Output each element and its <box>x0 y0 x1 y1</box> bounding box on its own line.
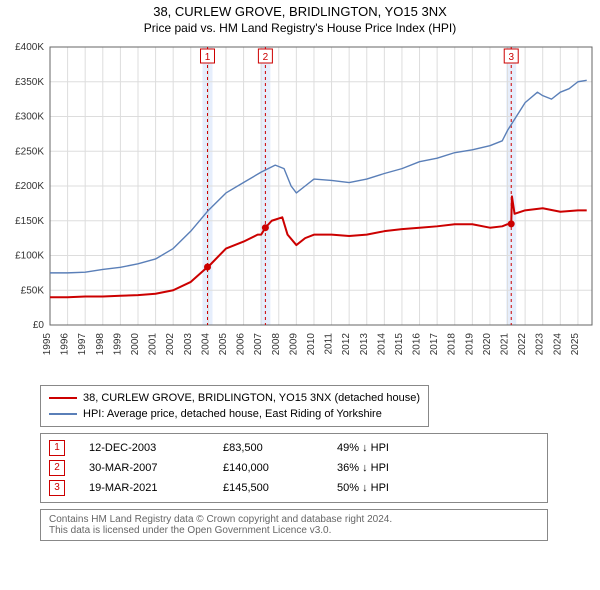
svg-text:2010: 2010 <box>306 333 317 356</box>
svg-text:2004: 2004 <box>200 333 211 356</box>
svg-text:3: 3 <box>508 52 514 63</box>
svg-text:£200K: £200K <box>15 181 44 192</box>
svg-text:1: 1 <box>205 52 211 63</box>
svg-text:£0: £0 <box>33 320 45 331</box>
legend-swatch-property <box>49 397 77 399</box>
legend-swatch-hpi <box>49 413 77 415</box>
svg-text:2023: 2023 <box>535 333 546 356</box>
event-row: 3 19-MAR-2021 £145,500 50% ↓ HPI <box>49 478 539 498</box>
svg-text:1999: 1999 <box>112 333 123 356</box>
price-chart: £0 £50K £100K £150K £200K £250K £300K £350K £400… <box>0 39 600 379</box>
event-price: £145,500 <box>223 478 313 498</box>
svg-text:2017: 2017 <box>429 333 440 356</box>
svg-text:£250K: £250K <box>15 146 44 157</box>
svg-text:2019: 2019 <box>464 333 475 356</box>
chart-container: £0 £50K £100K £150K £200K £250K £300K £350K £400… <box>0 39 600 379</box>
svg-text:2018: 2018 <box>447 333 458 356</box>
svg-text:2014: 2014 <box>376 333 387 356</box>
svg-text:2012: 2012 <box>341 333 352 356</box>
event-delta: 49% ↓ HPI <box>337 438 389 458</box>
svg-text:£350K: £350K <box>15 77 44 88</box>
svg-text:2011: 2011 <box>324 333 335 355</box>
svg-text:2021: 2021 <box>500 333 511 356</box>
event-price: £83,500 <box>223 438 313 458</box>
svg-text:2008: 2008 <box>271 333 282 356</box>
legend: 38, CURLEW GROVE, BRIDLINGTON, YO15 3NX … <box>40 385 429 427</box>
event-date: 30-MAR-2007 <box>89 458 199 478</box>
svg-text:£50K: £50K <box>21 285 45 296</box>
event-date: 19-MAR-2021 <box>89 478 199 498</box>
svg-text:2000: 2000 <box>130 333 141 356</box>
svg-text:1996: 1996 <box>60 333 71 356</box>
svg-text:2006: 2006 <box>236 333 247 356</box>
attribution: Contains HM Land Registry data © Crown c… <box>40 509 548 541</box>
event-marker: 3 <box>49 480 65 496</box>
svg-text:2025: 2025 <box>570 333 581 356</box>
legend-label-hpi: HPI: Average price, detached house, East… <box>83 406 382 422</box>
svg-text:£400K: £400K <box>15 42 44 53</box>
event-marker: 2 <box>49 460 65 476</box>
event-delta: 36% ↓ HPI <box>337 458 389 478</box>
svg-text:2001: 2001 <box>148 333 159 356</box>
title-address: 38, CURLEW GROVE, BRIDLINGTON, YO15 3NX <box>0 4 600 19</box>
svg-text:2015: 2015 <box>394 333 405 356</box>
legend-row-property: 38, CURLEW GROVE, BRIDLINGTON, YO15 3NX … <box>49 390 420 406</box>
legend-label-property: 38, CURLEW GROVE, BRIDLINGTON, YO15 3NX … <box>83 390 420 406</box>
svg-text:2009: 2009 <box>288 333 299 356</box>
svg-text:2003: 2003 <box>183 333 194 356</box>
svg-text:2013: 2013 <box>359 333 370 356</box>
svg-text:2005: 2005 <box>218 333 229 356</box>
svg-text:1998: 1998 <box>95 333 106 356</box>
events-table: 1 12-DEC-2003 £83,500 49% ↓ HPI 2 30-MAR-2007… <box>40 433 548 503</box>
svg-text:2022: 2022 <box>517 333 528 356</box>
svg-text:2016: 2016 <box>412 333 423 356</box>
event-row: 2 30-MAR-2007 £140,000 36% ↓ HPI <box>49 458 539 478</box>
svg-text:2007: 2007 <box>253 333 264 356</box>
svg-text:1995: 1995 <box>42 333 53 356</box>
title-subtitle: Price paid vs. HM Land Registry's House … <box>0 21 600 35</box>
attribution-line2: This data is licensed under the Open Gov… <box>49 525 539 536</box>
attribution-line1: Contains HM Land Registry data © Crown c… <box>49 514 539 525</box>
event-date: 12-DEC-2003 <box>89 438 199 458</box>
svg-text:£100K: £100K <box>15 251 44 262</box>
legend-row-hpi: HPI: Average price, detached house, East… <box>49 406 420 422</box>
svg-text:1997: 1997 <box>77 333 88 356</box>
event-row: 1 12-DEC-2003 £83,500 49% ↓ HPI <box>49 438 539 458</box>
svg-text:£300K: £300K <box>15 112 44 123</box>
svg-text:2002: 2002 <box>165 333 176 356</box>
event-marker: 1 <box>49 440 65 456</box>
svg-text:2024: 2024 <box>552 333 563 356</box>
svg-text:2020: 2020 <box>482 333 493 356</box>
event-delta: 50% ↓ HPI <box>337 478 389 498</box>
event-price: £140,000 <box>223 458 313 478</box>
svg-text:£150K: £150K <box>15 216 44 227</box>
svg-text:2: 2 <box>263 52 269 63</box>
